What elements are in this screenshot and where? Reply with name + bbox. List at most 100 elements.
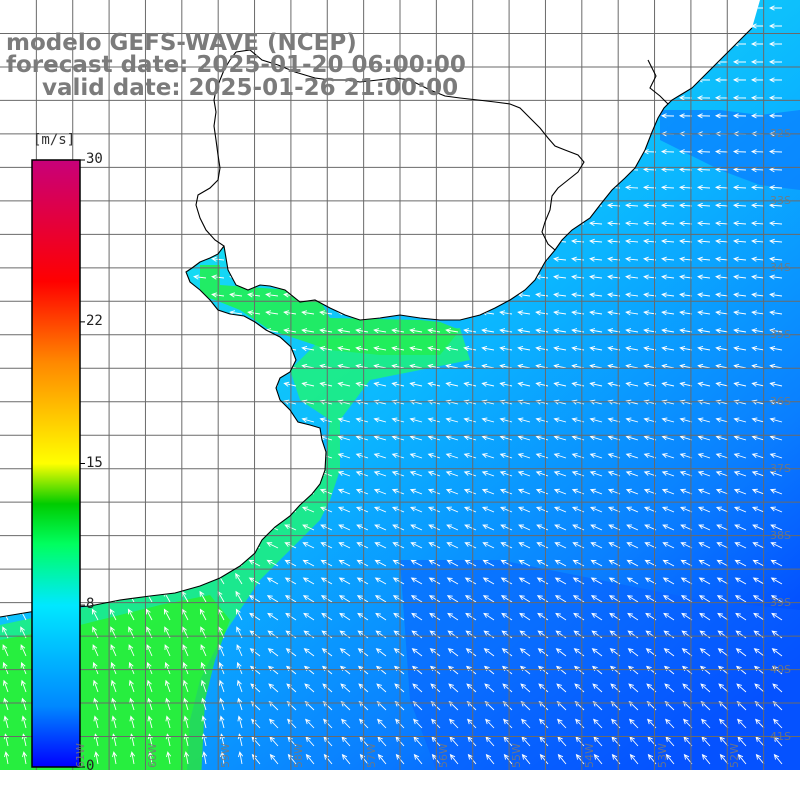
longitude-label: 58W [291,743,305,768]
wind-arrow [536,559,549,567]
wind-arrow [626,524,639,531]
wind-arrow [283,328,297,334]
wind-arrow [768,95,783,101]
wind-arrow [735,630,747,639]
wind-arrow [499,470,513,477]
wind-arrow [201,715,207,729]
wind-arrow [319,363,333,369]
wind-arrow [301,363,315,369]
wind-arrow [391,453,405,459]
wind-arrow [589,363,603,369]
wind-arrow [751,435,765,441]
wind-arrow [678,149,693,155]
wind-arrow [592,718,603,729]
wind-arrow [427,328,441,334]
wind-arrow [303,648,315,657]
wind-arrow [200,661,207,675]
wind-arrow [717,612,729,621]
wind-arrow [625,292,639,298]
wind-arrow [499,453,513,459]
wind-arrow [517,470,531,477]
wind-arrow [698,595,711,603]
wind-arrow [409,488,423,495]
wind-arrow [769,453,783,459]
wind-arrow [463,346,477,352]
wind-arrow [553,363,567,369]
wind-arrow [553,274,567,280]
wind-arrow [734,577,747,585]
colorbar-tick-label: 22 [86,312,103,329]
wind-arrow [697,381,711,387]
wind-arrow [499,488,513,495]
wind-arrow [391,435,405,441]
wind-arrow [662,542,675,549]
wind-arrow [484,683,495,693]
wind-arrow [553,346,567,352]
wind-arrow [430,683,441,693]
wind-arrow [465,648,477,657]
wind-arrow [393,612,405,621]
wind-arrow [751,506,765,513]
wind-arrow [2,644,9,657]
wind-arrow [482,595,495,603]
wind-arrow [463,363,477,369]
wind-arrow [770,595,783,603]
wind-arrow [553,292,567,298]
latitude-label: 35S [770,327,791,341]
wind-arrow [590,595,603,603]
wind-arrow [697,274,711,280]
wind-arrow [768,185,783,191]
wind-arrow [409,381,423,387]
wind-arrow [751,328,765,334]
wind-arrow [697,488,711,495]
wind-arrow [771,630,783,639]
wind-arrow [427,363,441,369]
wind-arrow [110,644,117,657]
wind-arrow [446,542,459,549]
wind-arrow [129,697,135,711]
wind-arrow [589,292,603,298]
wind-arrow [589,238,603,244]
wind-arrow [392,577,405,585]
wind-arrow [184,751,190,765]
wind-arrow [680,595,693,603]
latitude-label: 40S [770,662,791,676]
wind-arrow [772,718,783,729]
wind-arrow [661,453,675,459]
colorbar-tick-label: 15 [86,454,103,471]
wind-arrow [375,612,387,621]
wind-arrow [410,577,423,585]
wind-arrow [769,220,783,226]
wind-arrow [697,363,711,369]
wind-arrow [519,630,531,639]
wind-arrow [554,577,567,585]
wind-arrow [427,453,441,459]
wind-arrow [768,41,783,47]
wind-arrow [661,346,675,352]
wind-arrow [392,524,405,531]
wind-arrow [93,697,99,711]
wind-arrow [266,595,279,603]
wind-arrow [481,417,495,423]
wind-arrow [680,559,693,567]
wind-arrow [716,542,729,549]
wind-arrow [769,506,783,513]
wind-arrow [679,417,693,423]
wind-arrow [679,381,693,387]
wind-arrow [481,346,495,352]
wind-arrow [664,718,675,729]
wind-arrow [428,595,441,603]
wind-arrow [539,736,549,747]
wind-arrow [128,661,135,675]
wind-arrow [733,274,747,280]
wind-arrow [663,612,675,621]
wind-arrow [374,577,387,585]
wind-arrow [697,435,711,441]
wind-arrow [663,648,675,657]
wind-arrow [733,381,747,387]
wind-arrow [200,644,207,657]
wind-arrow [751,310,765,316]
wind-arrow [715,363,729,369]
wind-arrow [182,661,189,675]
wind-arrow [696,149,711,155]
